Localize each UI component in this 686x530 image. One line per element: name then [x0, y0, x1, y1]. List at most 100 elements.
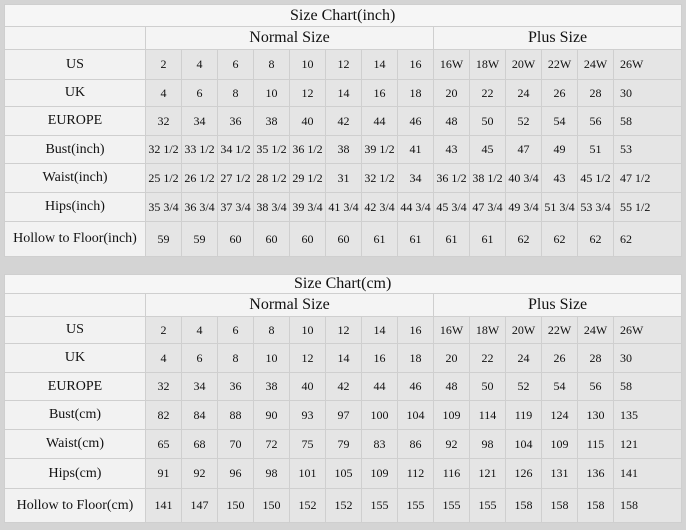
table-cell: 4: [145, 343, 182, 373]
table-cell: 14: [325, 79, 362, 107]
table-cell: 26: [541, 343, 578, 373]
table-cell: 22W: [541, 316, 578, 344]
row-label: UK: [4, 79, 146, 107]
size-chart-cm-table: Size Chart(cm) Normal Size Plus Size US 2 4 6 8…: [3, 274, 683, 523]
table-cell: 136: [577, 458, 614, 489]
table-cell: 52: [505, 372, 542, 401]
table-cell: 61: [361, 221, 398, 257]
table-cell: 155: [469, 488, 506, 523]
row-label: Waist(cm): [4, 429, 146, 459]
table-cell: 121: [612, 429, 683, 459]
table-cell: 42: [325, 106, 362, 136]
table-cell: 55 1/2: [612, 192, 683, 222]
table-cell: 8: [253, 49, 290, 80]
table-cell: 6: [217, 316, 254, 344]
table-cell: 43: [433, 135, 470, 164]
row-label: EUROPE: [4, 106, 146, 136]
table-cell: 96: [217, 458, 254, 489]
chart-title: Size Chart(inch): [290, 6, 396, 24]
table-cell: 24W: [577, 316, 614, 344]
table-cell: 27 1/2: [217, 163, 254, 193]
chart-title-cell: Size Chart(cm): [3, 274, 683, 294]
table-cell: 54: [541, 372, 578, 401]
table-cell: 4: [181, 316, 218, 344]
table-cell: 79: [325, 429, 362, 459]
table-cell: 101: [289, 458, 326, 489]
table-cell: 62: [612, 221, 683, 257]
table-cell: 36 3/4: [181, 192, 218, 222]
table-cell: 38 1/2: [469, 163, 506, 193]
table-cell: 158: [612, 488, 683, 523]
table-cell: 130: [577, 400, 614, 430]
table-cell: 60: [289, 221, 326, 257]
table-cell: 60: [253, 221, 290, 257]
plus-size-header: Plus Size: [432, 293, 683, 317]
table-cell: 45 1/2: [577, 163, 614, 193]
table-cell: 2: [145, 316, 182, 344]
table-cell: 2: [145, 49, 182, 80]
row-label: Waist(inch): [4, 163, 146, 193]
table-cell: 14: [361, 49, 398, 80]
table-cell: 18W: [469, 316, 506, 344]
table-row: Waist(inch) 25 1/2 26 1/2 27 1/2 28 1/2 29 1/…: [4, 163, 683, 193]
table-cell: 131: [541, 458, 578, 489]
table-cell: 141: [612, 458, 683, 489]
table-cell: 61: [433, 221, 470, 257]
table-cell: 28: [577, 79, 614, 107]
table-cell: 24: [505, 79, 542, 107]
table-cell: 42: [325, 372, 362, 401]
chart-title-cell: Size Chart(inch): [3, 4, 683, 27]
table-cell: 119: [505, 400, 542, 430]
table-cell: 32 1/2: [145, 135, 182, 164]
table-cell: 58: [612, 372, 683, 401]
table-cell: 20W: [505, 316, 542, 344]
table-cell: 92: [181, 458, 218, 489]
table-cell: 49: [541, 135, 578, 164]
group-header-row: Normal Size Plus Size: [4, 26, 683, 50]
table-cell: 50: [469, 372, 506, 401]
table-cell: 4: [181, 49, 218, 80]
table-cell: 109: [541, 429, 578, 459]
table-cell: 158: [541, 488, 578, 523]
table-cell: 6: [181, 79, 218, 107]
table-cell: 37 3/4: [217, 192, 254, 222]
table-cell: 75: [289, 429, 326, 459]
table-cell: 10: [289, 316, 326, 344]
table-cell: 124: [541, 400, 578, 430]
table-cell: 65: [145, 429, 182, 459]
table-cell: 20: [433, 343, 470, 373]
table-cell: 47 3/4: [469, 192, 506, 222]
table-row: Bust(inch) 32 1/2 33 1/2 34 1/2 35 1/2 36 1/2…: [4, 135, 683, 164]
table-row: Hips(inch) 35 3/4 36 3/4 37 3/4 38 3/4 39 3/4…: [4, 192, 683, 222]
table-row: Bust(cm) 82 84 88 90 93 97 100 104 109 114 119 124 13…: [4, 400, 683, 430]
table-cell: 12: [325, 316, 362, 344]
table-cell: 135: [612, 400, 683, 430]
table-cell: 43: [541, 163, 578, 193]
row-label: US: [4, 316, 146, 344]
blank-header-cell: [4, 26, 146, 50]
table-cell: 18W: [469, 49, 506, 80]
table-cell: 10: [253, 343, 290, 373]
table-cell: 38: [325, 135, 362, 164]
table-cell: 158: [577, 488, 614, 523]
row-label: Hollow to Floor(cm): [4, 488, 146, 523]
table-cell: 48: [433, 106, 470, 136]
table-cell: 61: [397, 221, 434, 257]
table-cell: 34: [181, 106, 218, 136]
chart-title: Size Chart(cm): [294, 275, 392, 293]
table-cell: 141: [145, 488, 182, 523]
table-cell: 12: [289, 79, 326, 107]
table-cell: 32: [145, 372, 182, 401]
table-cell: 30: [612, 79, 683, 107]
table-cell: 22: [469, 79, 506, 107]
table-cell: 58: [612, 106, 683, 136]
normal-size-header: Normal Size: [145, 293, 434, 317]
table-cell: 14: [361, 316, 398, 344]
table-cell: 44: [361, 372, 398, 401]
table-cell: 109: [361, 458, 398, 489]
table-cell: 150: [217, 488, 254, 523]
table-cell: 36 1/2: [289, 135, 326, 164]
table-cell: 34 1/2: [217, 135, 254, 164]
title-row: Size Chart(cm): [3, 274, 683, 294]
table-cell: 60: [217, 221, 254, 257]
